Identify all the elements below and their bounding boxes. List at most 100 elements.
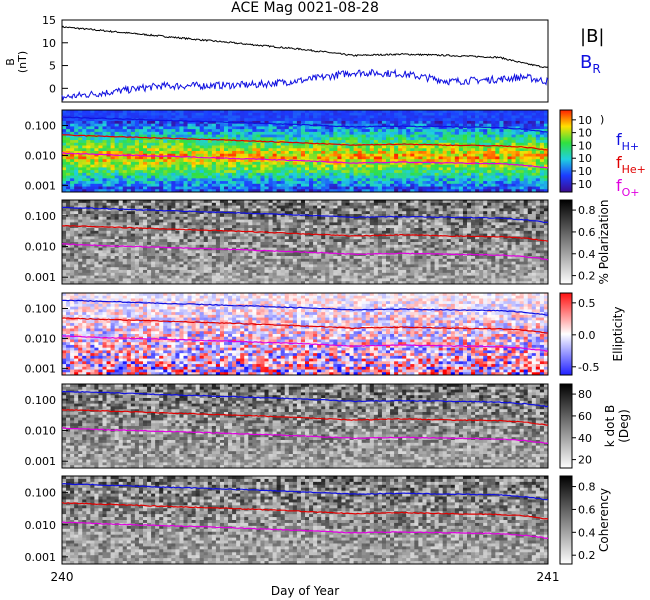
heatmap-cell bbox=[102, 159, 107, 163]
heatmap-cell bbox=[62, 142, 67, 146]
heatmap-cell bbox=[515, 120, 521, 125]
heatmap-cell bbox=[467, 129, 472, 133]
heatmap-cell bbox=[195, 222, 201, 226]
heatmap-cell bbox=[98, 156, 103, 160]
heatmap-cell bbox=[126, 200, 132, 204]
heatmap-cell bbox=[151, 278, 156, 282]
heatmap-cell bbox=[300, 172, 306, 176]
heatmap-cell bbox=[130, 189, 136, 193]
heatmap-cell bbox=[422, 126, 427, 130]
heatmap-cell bbox=[171, 112, 176, 116]
heatmap-cell bbox=[515, 164, 521, 168]
heatmap-cell bbox=[110, 170, 116, 174]
heatmap-cell bbox=[313, 151, 318, 155]
heatmap-cell bbox=[167, 222, 172, 226]
heatmap-cell bbox=[74, 153, 79, 157]
heatmap-cell bbox=[329, 164, 334, 168]
heatmap-cell bbox=[292, 131, 298, 135]
heatmap-cell bbox=[345, 145, 350, 149]
heatmap-cell bbox=[163, 151, 168, 155]
heatmap-cell bbox=[118, 222, 124, 226]
heatmap-cell bbox=[337, 156, 342, 160]
heatmap-cell bbox=[487, 134, 492, 138]
heatmap-cell bbox=[224, 267, 229, 271]
heatmap-cell bbox=[215, 242, 221, 246]
heatmap-cell bbox=[224, 175, 229, 179]
heatmap-cell bbox=[167, 214, 172, 218]
heatmap-cell bbox=[357, 120, 363, 125]
heatmap-cell bbox=[167, 183, 172, 187]
heatmap-cell bbox=[215, 161, 221, 166]
heatmap-cell bbox=[390, 186, 395, 190]
heatmap-cell bbox=[138, 230, 144, 234]
heatmap-cell bbox=[183, 253, 188, 257]
heatmap-cell bbox=[167, 247, 172, 251]
heatmap-cell bbox=[280, 161, 286, 166]
heatmap-cell bbox=[179, 183, 184, 187]
heatmap-cell bbox=[211, 110, 217, 114]
heatmap-cell bbox=[244, 161, 249, 166]
heatmap-cell bbox=[151, 258, 156, 262]
heatmap-cell bbox=[418, 183, 423, 187]
heatmap-cell bbox=[499, 153, 504, 157]
heatmap-cell bbox=[507, 175, 512, 179]
heatmap-cell bbox=[244, 145, 249, 149]
heatmap-cell bbox=[90, 275, 95, 279]
heatmap-cell bbox=[244, 137, 249, 141]
heatmap-cell bbox=[143, 134, 148, 138]
heatmap-cell bbox=[390, 164, 395, 168]
heatmap-cell bbox=[232, 137, 237, 141]
heatmap-cell bbox=[252, 120, 257, 125]
heatmap-cell bbox=[122, 161, 128, 166]
heatmap-cell bbox=[90, 175, 95, 179]
heatmap-cell bbox=[329, 189, 334, 193]
heatmap-cell bbox=[134, 164, 140, 168]
heatmap-cell bbox=[207, 200, 213, 204]
heatmap-cell bbox=[252, 186, 257, 190]
heatmap-cell bbox=[284, 172, 290, 176]
heatmap-cell bbox=[414, 153, 419, 157]
heatmap-cell bbox=[98, 278, 103, 282]
heatmap-cell bbox=[438, 170, 444, 174]
heatmap-cell bbox=[159, 131, 164, 135]
heatmap-cell bbox=[377, 167, 383, 171]
heatmap-cell bbox=[284, 186, 290, 190]
heatmap-cell bbox=[179, 148, 184, 152]
heatmap-cell bbox=[228, 225, 233, 229]
heatmap-cell bbox=[167, 275, 172, 279]
heatmap-cell bbox=[70, 161, 75, 166]
heatmap-cell bbox=[511, 172, 516, 176]
heatmap-cell bbox=[224, 272, 229, 276]
heatmap-cell bbox=[143, 242, 148, 246]
heatmap-cell bbox=[78, 131, 83, 135]
heatmap-cell bbox=[539, 123, 545, 127]
heatmap-cell bbox=[130, 200, 136, 204]
heatmap-cell bbox=[219, 159, 225, 163]
heatmap-cell bbox=[106, 205, 111, 209]
legend-b-radial: BR bbox=[580, 52, 601, 76]
heatmap-cell bbox=[90, 148, 95, 152]
heatmap-cell bbox=[106, 112, 111, 116]
heatmap-cell bbox=[98, 216, 103, 220]
heatmap-cell bbox=[236, 129, 241, 133]
heatmap-cell bbox=[471, 167, 476, 171]
heatmap-cell bbox=[398, 120, 403, 125]
heatmap-cell bbox=[325, 145, 330, 149]
heatmap-cell bbox=[203, 270, 209, 274]
heatmap-cell bbox=[118, 145, 124, 149]
heatmap-cell bbox=[454, 129, 460, 133]
heatmap-cell bbox=[475, 112, 480, 116]
heatmap-cell bbox=[118, 261, 124, 265]
colorbar-tick-label: 10 bbox=[578, 114, 592, 127]
heatmap-cell bbox=[272, 145, 278, 149]
heatmap-cell bbox=[228, 236, 233, 240]
heatmap-cell bbox=[475, 129, 480, 133]
heatmap-cell bbox=[519, 164, 525, 168]
heatmap-cell bbox=[191, 120, 197, 125]
heatmap-cell bbox=[74, 278, 79, 282]
heatmap-cell bbox=[62, 278, 67, 282]
heatmap-cell bbox=[398, 175, 403, 179]
heatmap-cell bbox=[539, 110, 545, 114]
heatmap-cell bbox=[118, 131, 124, 135]
heatmap-cell bbox=[232, 112, 237, 116]
